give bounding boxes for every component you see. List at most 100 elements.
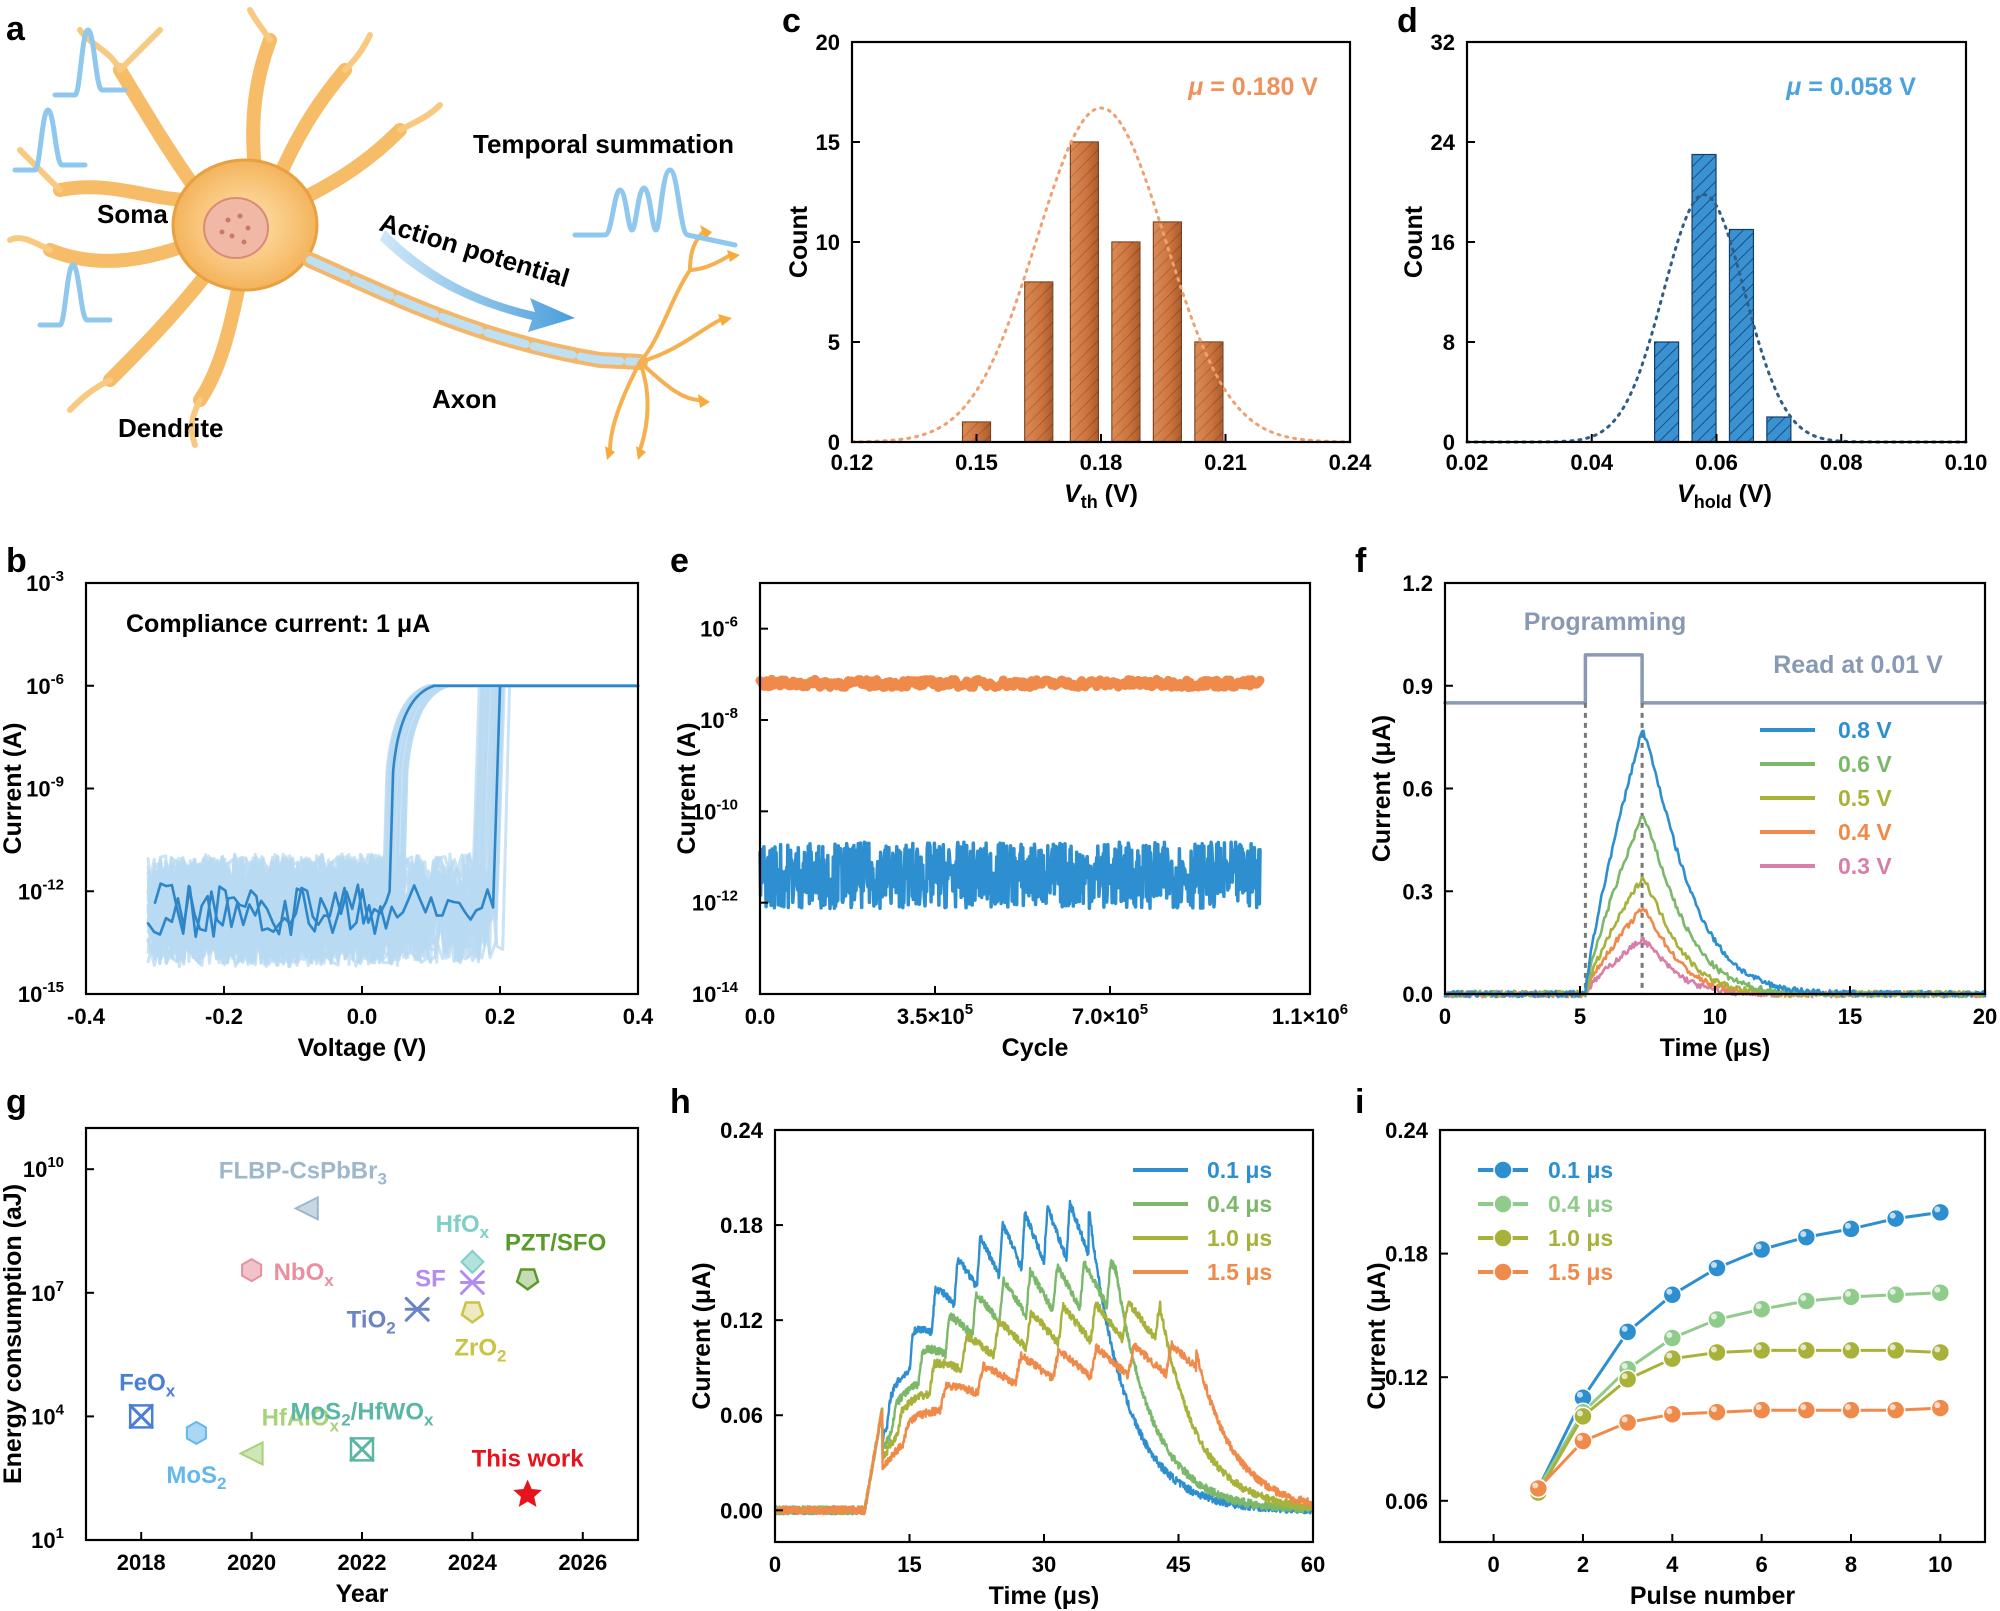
series-point	[1751, 1340, 1772, 1361]
neuron-illustration	[7, 7, 740, 460]
series-point	[1930, 1342, 1951, 1363]
x-tick-exponent: 5	[1140, 1001, 1148, 1018]
y-tick-label: 0.0	[1402, 982, 1433, 1007]
point-label: MoS2	[166, 1462, 226, 1493]
series-point	[1930, 1282, 1951, 1303]
series-point	[1930, 1202, 1951, 1223]
point-label-sub: x	[324, 1271, 334, 1290]
marker-point	[404, 1296, 430, 1322]
series-point	[1662, 1348, 1683, 1369]
series-point	[1573, 1406, 1593, 1427]
x-tick-label: 0.2	[485, 1004, 516, 1029]
cycle-trace-light	[153, 684, 640, 965]
marker-point	[241, 1257, 263, 1283]
series-point-highlight	[1889, 1344, 1896, 1351]
x-tick-mantissa: 1.1×10	[1272, 1004, 1340, 1029]
action-potential-arrow	[380, 230, 575, 332]
panel-e-endurance: 0.0 3.5×105 7.0×105 1.1×10610-1410-1210-101…	[673, 581, 1348, 1062]
programming-annotation: Programming	[1524, 608, 1687, 636]
series-line-2	[1536, 1348, 1942, 1495]
panel-letter-h: h	[670, 1083, 691, 1121]
series-point	[1751, 1299, 1772, 1319]
x-tick-label: 2	[1577, 1552, 1589, 1577]
legend-label: 1.0 μs	[1548, 1225, 1613, 1251]
y-tick-exponent: -6	[51, 671, 64, 688]
series-point-highlight	[1621, 1325, 1628, 1332]
x-tick-label: 4	[1666, 1552, 1679, 1577]
mu-value: = 0.180 V	[1203, 73, 1318, 101]
panel-letter-c: c	[782, 2, 801, 40]
panel-f-pulse-response: 0 5 10 15 20 0.0 0.3 0.6 0.9 1.2 Time (μs) Current …	[1368, 571, 1997, 1062]
x-tick-exponent: 6	[1340, 1001, 1348, 1018]
legend-marker	[1493, 1194, 1513, 1214]
y-tick-label: 104	[31, 1401, 64, 1429]
plot-frame	[850, 40, 1352, 444]
marker-point-cross	[128, 1403, 154, 1429]
point-label-text: MoS	[291, 1398, 342, 1425]
point-label: TiO2	[347, 1306, 396, 1337]
off-state-trace	[758, 840, 1262, 911]
panel-b-iv-curve: -0.4 -0.2 0.0 0.2 0.410-1510-1210-910-610-3V…	[0, 568, 654, 1062]
y-tick-label: 10-6	[700, 614, 738, 642]
y-tick-label: 101	[31, 1525, 64, 1553]
series-point	[1617, 1412, 1638, 1433]
marker-point-cross	[349, 1436, 375, 1462]
on-state-trace	[755, 674, 1265, 693]
series-point	[1885, 1208, 1906, 1229]
panel-letter-e: e	[670, 542, 689, 580]
series-point-highlight	[1844, 1222, 1851, 1229]
x-tick-label: 0.04	[1570, 450, 1614, 475]
legend-label: 0.5 V	[1838, 785, 1892, 811]
x-tick-label: 0.10	[1945, 450, 1988, 475]
marker-point	[128, 1404, 154, 1429]
x-tick-label: 5	[1574, 1004, 1586, 1029]
marker-point	[293, 1195, 319, 1221]
x-tick-label: -0.4	[67, 1004, 106, 1029]
x-tick-label: 0	[1439, 1004, 1451, 1029]
point-label-text: FeO	[119, 1369, 166, 1396]
x-axis-label-main: V	[1677, 480, 1696, 508]
series-point	[1885, 1400, 1906, 1420]
y-tick-label: 10-12	[692, 888, 738, 916]
point-label-text: ZrO	[454, 1334, 497, 1361]
x-axis-label: Vhold (V)	[1677, 480, 1772, 512]
legend-marker	[1493, 1262, 1513, 1282]
response-trace-3	[1443, 907, 1987, 999]
series-point-highlight	[1666, 1332, 1673, 1339]
x-tick-label: 30	[1032, 1552, 1056, 1577]
histogram-bar-hatch	[962, 422, 991, 442]
y-tick-label: 0.24	[720, 1118, 764, 1143]
representative-sweep-reverse	[146, 684, 640, 939]
x-tick-label: 45	[1166, 1552, 1190, 1577]
x-axis-label: Voltage (V)	[298, 1034, 427, 1062]
series-point-highlight	[1800, 1344, 1807, 1351]
panel-d-vhold-histogram: 0.02 0.04 0.06 0.08 0.10 0 8 16 24 32 Vhold (V) Cou…	[1400, 30, 1987, 512]
series-point	[1707, 1402, 1727, 1422]
x-tick-label: 2024	[448, 1550, 498, 1575]
series-point-highlight	[1800, 1294, 1807, 1301]
marker-point	[515, 1268, 540, 1291]
mu-value: = 0.058 V	[1801, 73, 1916, 101]
y-tick-label: 0.00	[720, 1498, 763, 1523]
point-label-text: /HfWO	[351, 1398, 424, 1425]
legend-label: 0.1 μs	[1548, 1157, 1613, 1183]
histogram-bar-hatch	[1194, 342, 1223, 442]
y-tick-label: 0.12	[720, 1308, 763, 1333]
histogram-bar-hatch	[1153, 222, 1182, 442]
y-tick-label: 32	[1431, 30, 1455, 55]
y-tick-base: 10	[700, 708, 724, 733]
x-tick-label: 0	[769, 1552, 781, 1577]
series-point-highlight	[1710, 1406, 1717, 1413]
y-axis-label: Count	[1400, 205, 1428, 278]
x-tick-label: 20	[1973, 1004, 1997, 1029]
programming-waveform	[1443, 653, 1987, 705]
y-tick-exponent: -9	[51, 774, 64, 791]
y-tick-exponent: -6	[725, 614, 738, 631]
x-tick-label: 0	[1487, 1552, 1499, 1577]
x-tick-label: 8	[1845, 1552, 1857, 1577]
representative-sweep-forward	[153, 684, 640, 935]
x-axis-label-unit: (V)	[1098, 480, 1138, 508]
x-tick-label: 0.0	[347, 1004, 378, 1029]
marker-point	[459, 1270, 485, 1295]
label-dendrite: Dendrite	[118, 413, 223, 443]
